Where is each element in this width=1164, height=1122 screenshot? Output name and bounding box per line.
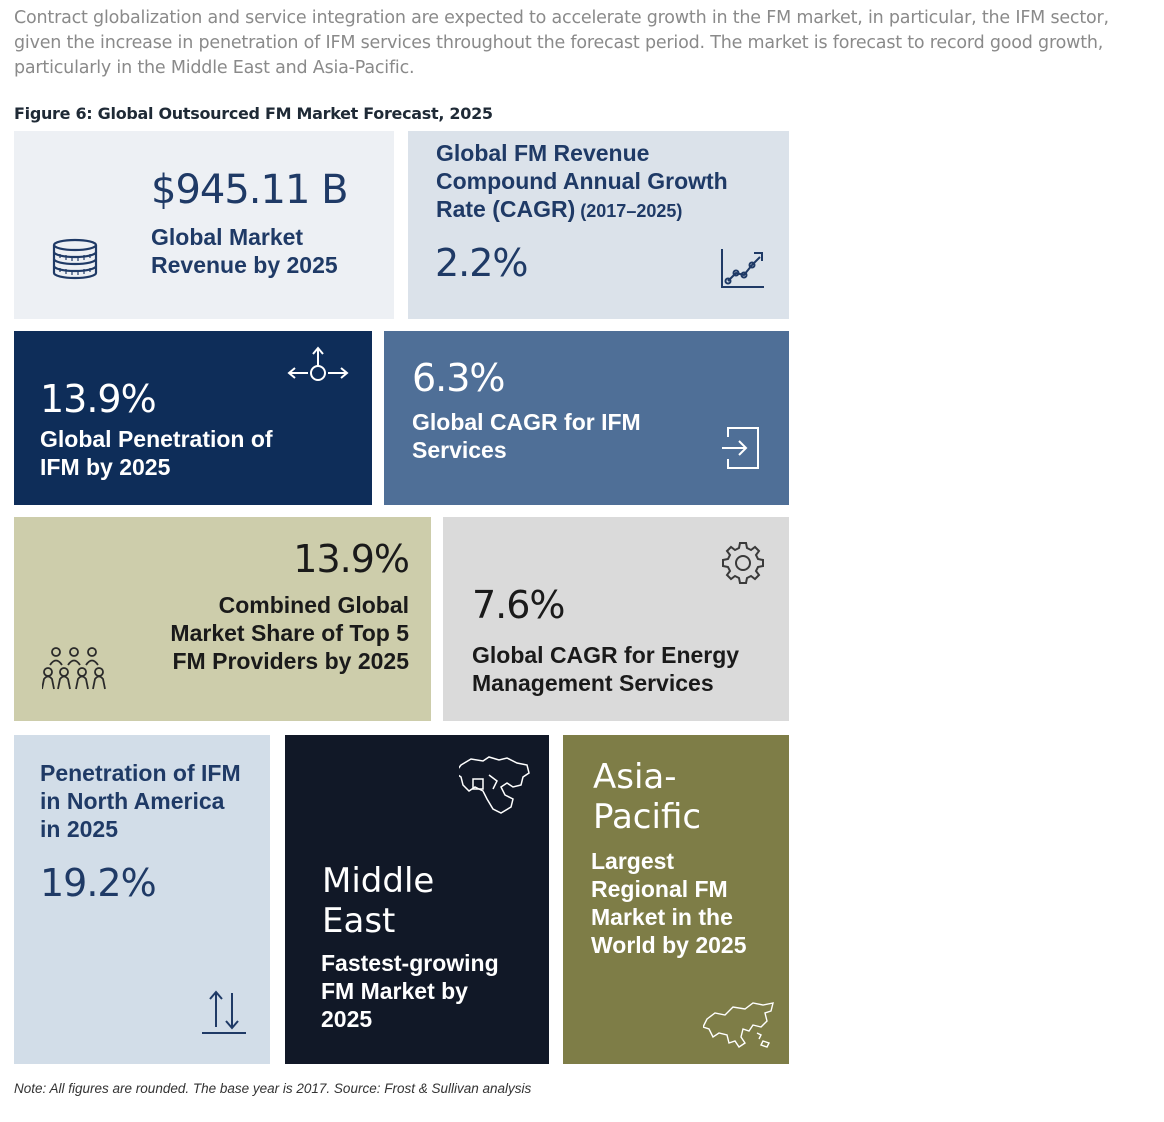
- tile-global-revenue: $945.11 B Global Market Revenue by 2025: [14, 131, 394, 319]
- asia-map-icon: [703, 1002, 774, 1048]
- tile-ifm-cagr: 6.3% Global CAGR for IFM Services: [384, 331, 789, 505]
- top5-label-line-3: FM Providers by 2025: [172, 648, 410, 674]
- figure-title: Figure 6: Global Outsourced FM Market Fo…: [14, 104, 493, 123]
- fm-cagr-label-line-3: Rate (CAGR) (2017–2025): [436, 195, 682, 225]
- fm-cagr-label-rate: Rate (CAGR): [436, 196, 576, 222]
- north-america-label-line-2: in North America: [40, 788, 225, 814]
- top5-label-line-1: Combined Global: [218, 592, 409, 618]
- north-america-label-line-1: Penetration of IFM: [40, 760, 241, 786]
- middle-east-region-line-1: Middle: [322, 861, 435, 901]
- asia-pacific-label-line-2: Regional FM: [591, 876, 728, 902]
- middle-east-map-icon: [459, 756, 530, 814]
- asia-pacific-label-line-3: Market in the: [591, 904, 733, 930]
- tile-energy-cagr: 7.6% Global CAGR for Energy Management S…: [443, 517, 789, 721]
- coins-icon: [52, 238, 98, 280]
- middle-east-label-line-1: Fastest-growing: [321, 950, 499, 976]
- middle-east-region-line-2: East: [322, 901, 396, 941]
- growth-chart-icon: [721, 249, 764, 288]
- tile-ifm-penetration: 13.9% Global Penetration of IFM by 2025: [14, 331, 372, 505]
- ifm-cagr-label-line-2: Services: [412, 437, 507, 463]
- asia-pacific-label-line-4: World by 2025: [591, 932, 747, 958]
- top5-label-line-2: Market Share of Top 5: [170, 620, 409, 646]
- north-america-value: 19.2%: [40, 861, 157, 905]
- ifm-penetration-value: 13.9%: [40, 377, 157, 421]
- gear-icon: [722, 542, 764, 584]
- fm-cagr-value: 2.2%: [435, 241, 529, 285]
- ifm-cagr-label-line-1: Global CAGR for IFM: [412, 409, 641, 435]
- energy-cagr-label-line-2: Management Services: [472, 670, 714, 696]
- fm-cagr-label-line-1: Global FM Revenue: [436, 140, 650, 166]
- source-note: Note: All figures are rounded. The base …: [14, 1081, 532, 1096]
- revenue-label-line-2: Revenue by 2025: [151, 252, 338, 278]
- fm-cagr-label-line-2: Compound Annual Growth: [436, 168, 728, 194]
- energy-cagr-label-line-1: Global CAGR for Energy: [472, 642, 740, 668]
- asia-pacific-region-line-1: Asia-: [593, 757, 677, 797]
- distribution-arrows-icon: [287, 346, 349, 381]
- top5-share-value: 13.9%: [293, 537, 410, 581]
- middle-east-label-line-2: FM Market by: [321, 978, 468, 1004]
- sign-in-icon: [722, 427, 759, 469]
- tile-middle-east: Middle East Fastest-growing FM Market by…: [285, 735, 549, 1064]
- asia-pacific-region-line-2: Pacific: [593, 797, 702, 837]
- revenue-label-line-1: Global Market: [151, 224, 304, 250]
- tile-north-america: Penetration of IFM in North America in 2…: [14, 735, 270, 1064]
- tile-asia-pacific: Asia- Pacific Largest Regional FM Market…: [563, 735, 789, 1064]
- up-down-arrows-icon: [202, 990, 246, 1034]
- revenue-value: $945.11 B: [151, 167, 349, 213]
- ifm-penetration-label-line-1: Global Penetration of: [40, 426, 273, 452]
- intro-paragraph: Contract globalization and service integ…: [14, 8, 1109, 78]
- people-group-icon: [42, 647, 106, 690]
- asia-pacific-label-line-1: Largest: [591, 848, 675, 874]
- ifm-penetration-label-line-2: IFM by 2025: [40, 454, 171, 480]
- tile-top5-market-share: 13.9% Combined Global Market Share of To…: [14, 517, 431, 721]
- energy-cagr-value: 7.6%: [472, 583, 566, 627]
- north-america-label-line-3: in 2025: [40, 816, 118, 842]
- fm-cagr-period: (2017–2025): [575, 201, 683, 221]
- ifm-cagr-value: 6.3%: [412, 356, 506, 400]
- tile-fm-revenue-cagr: Global FM Revenue Compound Annual Growth…: [408, 131, 789, 319]
- middle-east-label-line-3: 2025: [321, 1006, 373, 1032]
